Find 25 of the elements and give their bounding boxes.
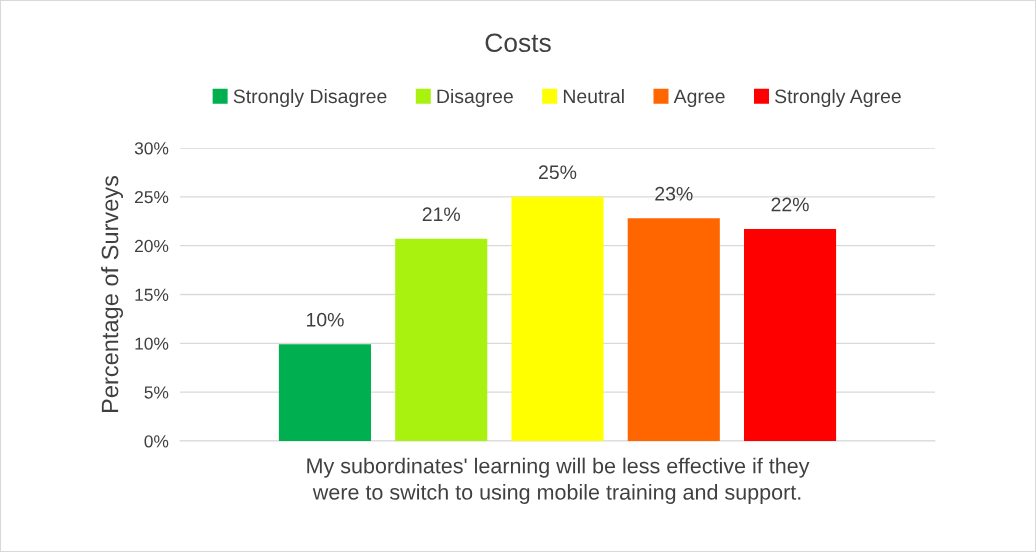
legend-label: Agree [673, 89, 725, 108]
y-tick-label: 15% [135, 288, 169, 301]
legend-label: Strongly Agree [775, 88, 901, 108]
x-tick-label: My subordinates' learning will be less effective if they were to switch to using mobile training and support. [307, 457, 810, 505]
y-tick-label: 10% [135, 337, 169, 350]
y-tick-label: 20% [135, 239, 169, 253]
bar [511, 196, 604, 441]
data-label: 22% [771, 197, 809, 212]
y-tick-label: 25% [135, 191, 169, 204]
bar [743, 229, 837, 441]
data-label: 25% [539, 165, 577, 180]
y-tick-label: 0% [144, 435, 169, 448]
legend-label: Neutral [563, 88, 624, 104]
y-tick-label: 30% [134, 142, 169, 155]
data-label: 23% [655, 186, 693, 201]
data-label: 10% [306, 312, 344, 327]
legend-label: Strongly Disagree [233, 88, 387, 108]
y-tick-label: 5% [144, 386, 169, 399]
legend-label: Disagree [437, 88, 513, 108]
data-label: 21% [422, 207, 460, 222]
y-axis-title: Percentage of Surveys [101, 175, 124, 412]
chart-title: Costs [485, 33, 551, 53]
bar [278, 344, 372, 441]
bar [395, 238, 488, 441]
bar [627, 218, 720, 441]
